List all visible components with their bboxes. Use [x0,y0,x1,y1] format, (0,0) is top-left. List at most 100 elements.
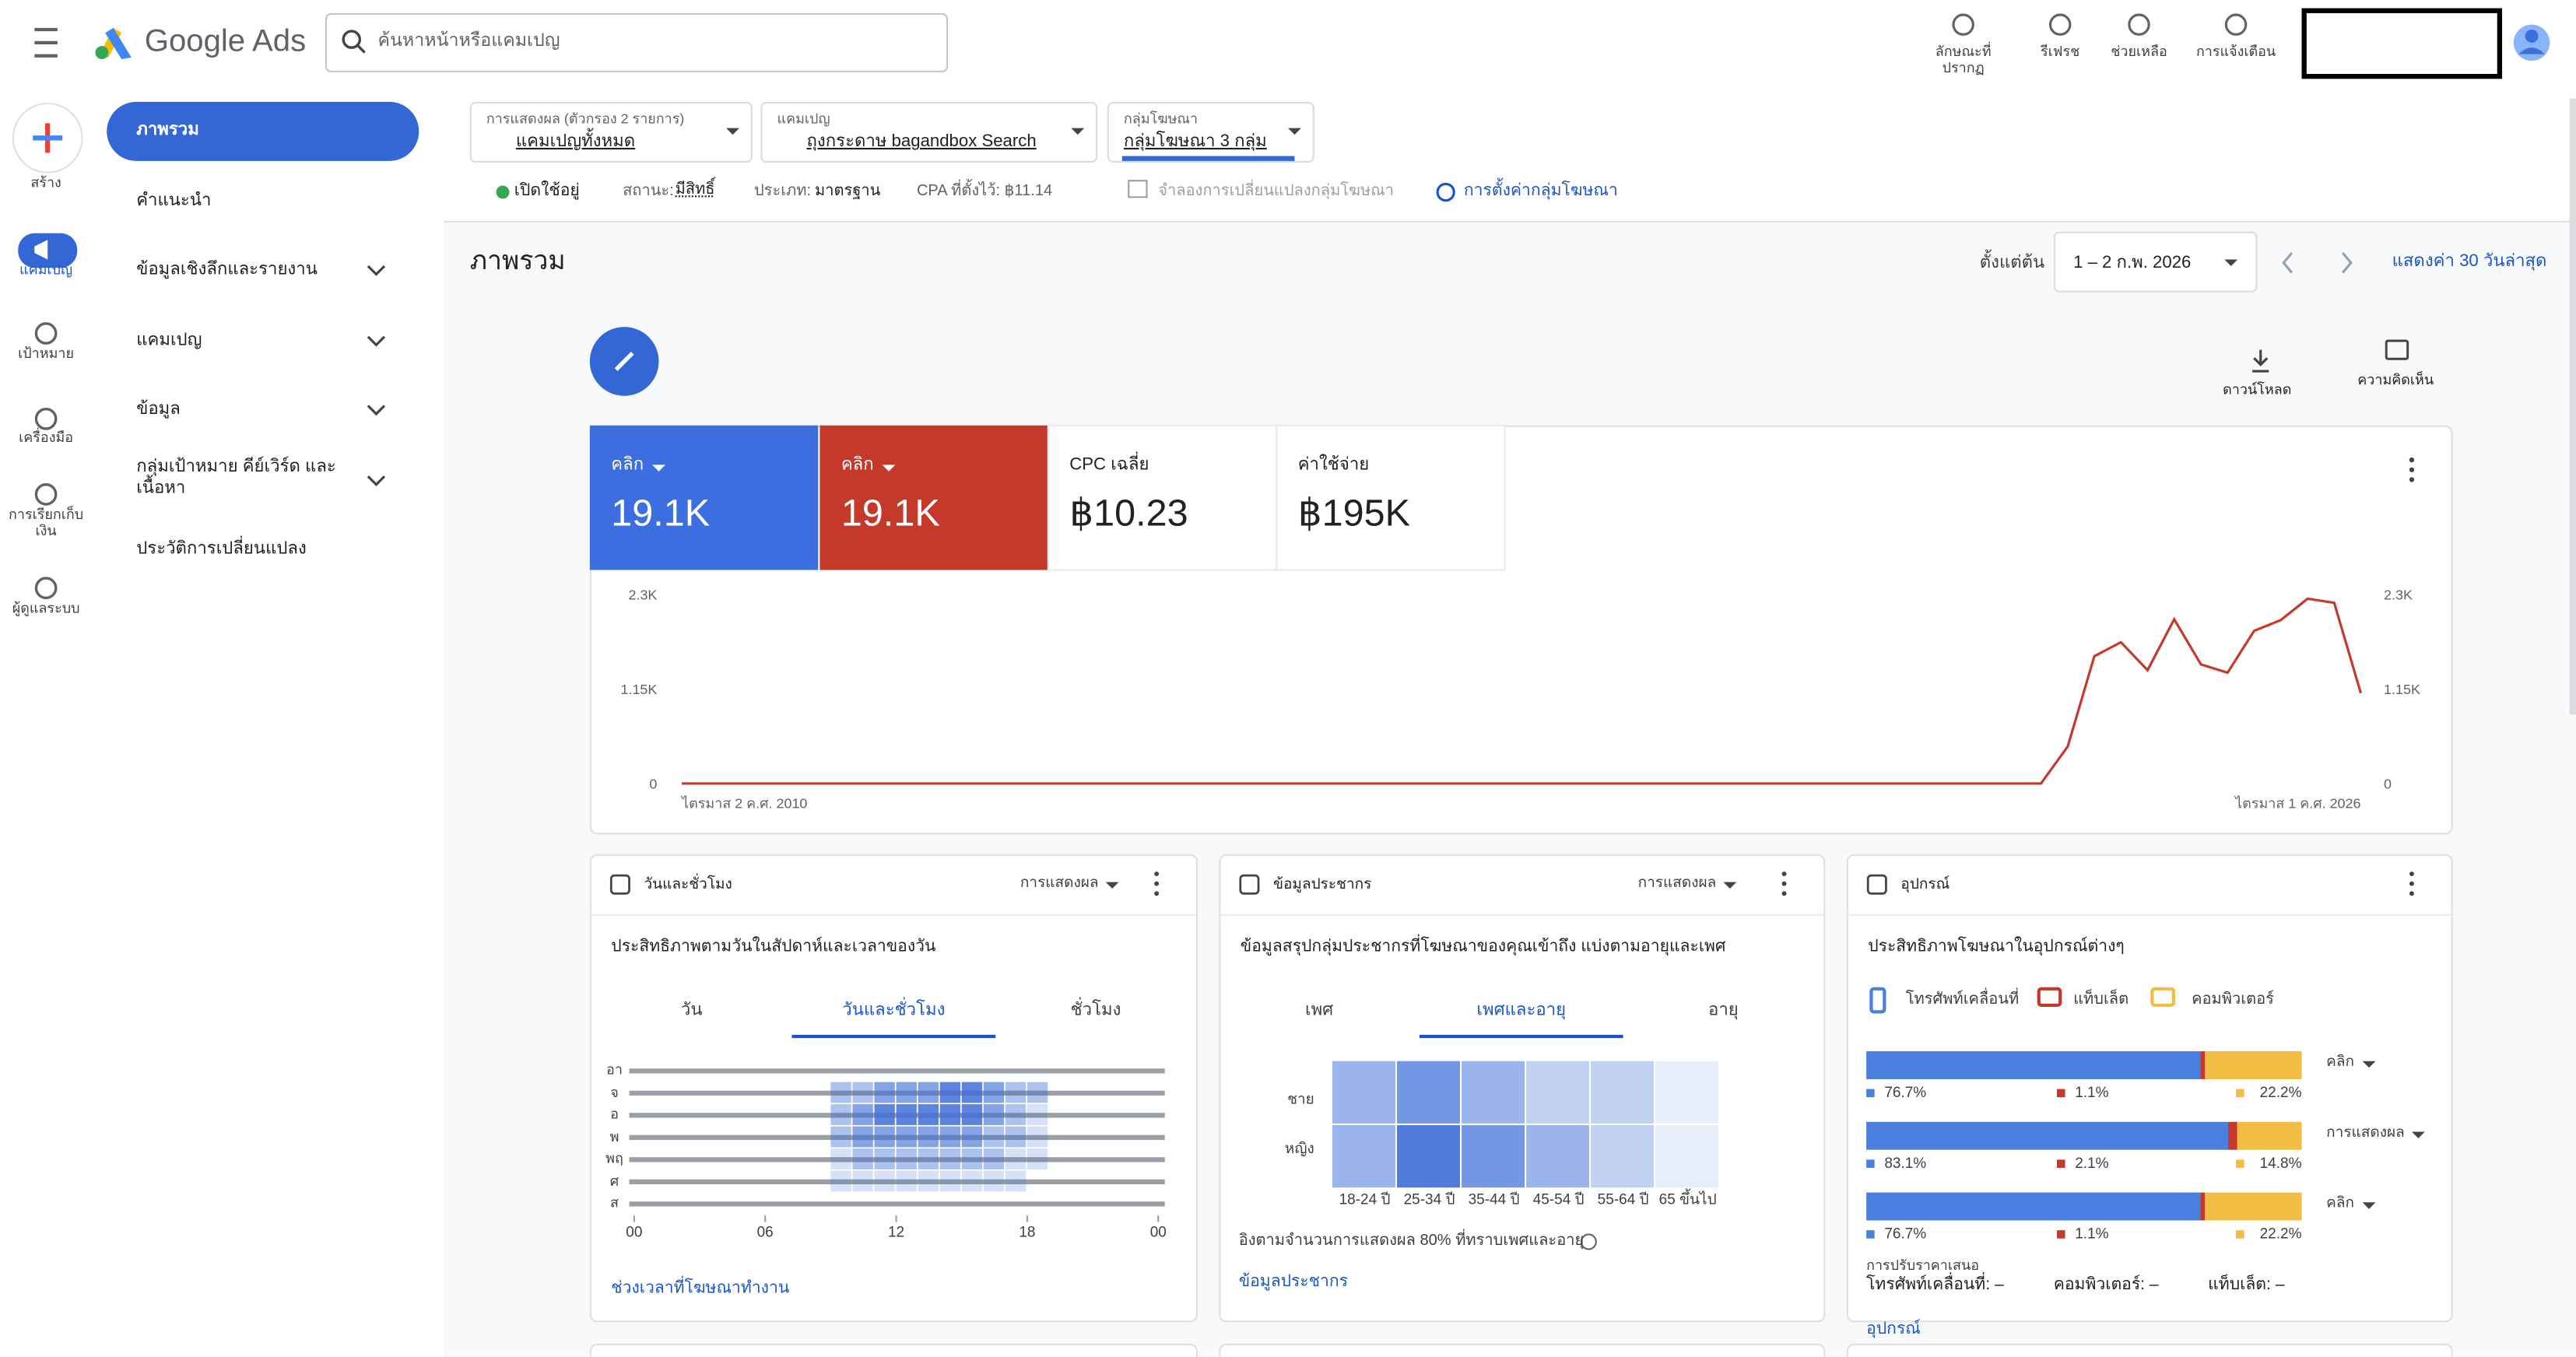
display-menu[interactable]: การแสดงผล [1020,874,1099,892]
heat-cell [809,1171,829,1192]
heat-cell [1655,1125,1718,1187]
account-box[interactable] [2304,11,2500,76]
link[interactable]: ช่วงเวลาที่โฆษณาทำงาน [611,1279,789,1299]
settings-link[interactable]: การตั้งค่ากลุ่มโฆษณา [1464,182,1618,202]
rail-label[interactable]: การเรียกเก็บเงิน [3,506,89,539]
x-tick-label: 00 [626,1225,642,1241]
nav-item[interactable]: ภาพรวม [136,120,199,141]
logo [95,46,108,59]
rail-label[interactable]: เป้าหมาย [3,345,89,362]
heat-cell [940,1104,960,1125]
x-tick-label: 00 [1150,1225,1167,1241]
link[interactable]: อุปกรณ์ [1866,1320,1921,1340]
rail-icon[interactable] [36,324,55,343]
kebab[interactable] [2409,882,2414,886]
action-label[interactable]: ช่วยเหลือ [2098,43,2181,60]
metric-menu[interactable]: การแสดงผล [2326,1124,2405,1141]
kebab[interactable] [1154,882,1159,886]
action-label[interactable]: การแจ้งเตือน [2195,43,2277,60]
nav-item[interactable]: ประวัติการเปลี่ยนแปลง [136,538,307,559]
download-label[interactable]: ดาวน์โหลด [2223,381,2291,398]
value-label: 76.7% [1884,1226,1926,1243]
filter-value[interactable]: ถุงกระดาษ bagandbox Search [807,131,1037,153]
legend-swatch [1866,1159,1875,1168]
link[interactable]: ข้อมูลประชากร [1239,1273,1348,1292]
action-icon[interactable] [1953,15,1973,34]
heat-cell [1005,1127,1026,1148]
action-label[interactable]: ลักษณะที่ปรากฏ [1922,43,2005,76]
filter-label: กลุ่มโฆษณา [1124,110,1198,127]
rail-label[interactable]: สร้าง [3,174,89,191]
display-menu[interactable]: การแสดงผล [1638,874,1717,892]
tab[interactable]: เพศและอายุ [1423,1001,1620,1022]
value-label: 22.2% [2202,1226,2302,1243]
kebab[interactable] [2409,891,2414,896]
heat-cell [852,1082,872,1103]
action-icon[interactable] [2051,15,2070,34]
heat-cell [1136,1193,1156,1214]
heat-cell [634,1104,655,1125]
heat-cell [678,1082,698,1103]
tab[interactable]: อายุ [1625,1001,1822,1022]
heat-cell [765,1148,785,1169]
rail-icon[interactable] [36,578,55,598]
rail-label[interactable]: ผู้ดูแลระบบ [3,600,89,617]
nav-item[interactable]: กลุ่มเป้าหมาย คีย์เวิร์ด และเนื้อหา [136,457,342,498]
heat-cell [918,1127,939,1148]
kebab[interactable] [1154,871,1159,876]
metric-menu[interactable]: คลิก [2326,1194,2354,1212]
filter-value[interactable]: แคมเปญทั้งหมด [516,131,635,153]
heat-cell [1114,1104,1135,1125]
heat-cell [852,1104,872,1125]
heat-cell [765,1171,785,1192]
tab[interactable]: วัน [593,1001,790,1022]
nav-item[interactable]: แคมเปญ [136,330,202,351]
heat-cell [721,1193,742,1214]
kebab[interactable] [2409,468,2414,472]
bid-adjust-item: โทรศัพท์เคลื่อนที่: – [1866,1276,2004,1296]
rail-icon[interactable] [36,485,55,504]
nav-item[interactable]: ข้อมูลเชิงลึกและรายงาน [136,260,318,281]
status-value[interactable]: มีสิทธิ์ [676,181,715,199]
scorecard-label: ค่าใช้จ่าย [1298,455,1370,476]
heat-cell [787,1193,807,1214]
action-icon[interactable] [2129,15,2149,34]
heat-cell [809,1104,829,1125]
heat-cell [743,1104,763,1125]
kebab[interactable] [1782,891,1787,896]
kebab[interactable] [1782,882,1787,886]
nav-item[interactable]: ข้อมูล [136,399,181,420]
last-30-link[interactable]: แสดงค่า 30 วันล่าสุด [2392,251,2547,272]
action-label[interactable]: รีเฟรช [2019,43,2101,60]
tab[interactable]: ชั่วโมง [997,1001,1194,1022]
kebab[interactable] [1782,871,1787,876]
tab[interactable]: เพศ [1220,1001,1417,1022]
heat-cell [918,1148,939,1169]
rail-icon[interactable] [36,409,55,429]
feedback-label[interactable]: ความคิดเห็น [2357,371,2434,388]
tab[interactable]: วันและชั่วโมง [795,1001,992,1022]
rail-label[interactable]: แคมเปญ [3,261,89,279]
kebab[interactable] [2409,477,2414,482]
metric-menu[interactable]: คลิก [2326,1053,2354,1071]
note: อิงตามจำนวนการแสดงผล 80% ที่ทราบเพศและอา… [1239,1232,1585,1250]
nav-item[interactable]: คำแนะนำ [136,191,211,212]
heat-cell [897,1060,917,1081]
heat-cell [918,1104,939,1125]
heat-cell [1136,1082,1156,1103]
heat-cell [1049,1148,1069,1169]
action-icon[interactable] [2226,15,2245,34]
card-title: อุปกรณ์ [1900,875,1950,893]
kebab[interactable] [1154,891,1159,896]
heat-cell [787,1127,807,1148]
heat-cell [721,1148,742,1169]
date-range[interactable]: 1 – 2 ก.พ. 2026 [2073,253,2191,274]
scrollbar [2570,99,2576,715]
filter-value[interactable]: กลุ่มโฆษณา 3 กลุ่ม [1124,131,1267,153]
heat-cell [940,1193,960,1214]
kebab[interactable] [2409,458,2414,462]
rail-label[interactable]: เครื่องมือ [3,429,89,446]
heat-cell [1005,1104,1026,1125]
heat-cell [1049,1193,1069,1214]
kebab[interactable] [2409,871,2414,876]
